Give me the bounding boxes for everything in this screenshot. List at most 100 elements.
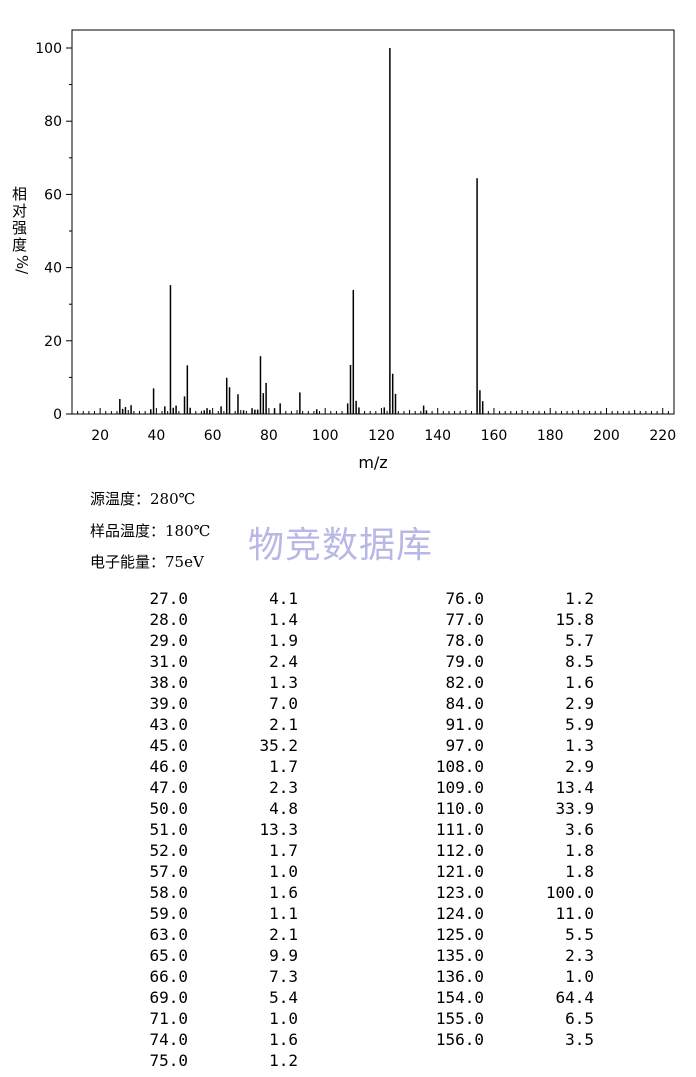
table-row: 52.0 1.7 <box>140 840 310 861</box>
table-row: 76.0 1.2 <box>420 588 600 609</box>
mz-value: 154.0 <box>435 988 484 1007</box>
intensity-value: 4.1 <box>269 589 298 608</box>
x-tick-label: 180 <box>537 428 564 444</box>
mz-value: 77.0 <box>445 610 484 629</box>
intensity-value: 2.1 <box>269 925 298 944</box>
x-tick-label: 100 <box>312 428 339 444</box>
mz-value: 123.0 <box>435 883 484 902</box>
mz-value: 111.0 <box>435 820 484 839</box>
mz-value: 31.0 <box>149 652 188 671</box>
table-row: 97.0 1.3 <box>420 735 600 756</box>
intensity-value: 2.3 <box>565 946 594 965</box>
intensity-value: 15.8 <box>555 610 594 629</box>
y-axis-ticks: 0 20 40 60 80 100 <box>35 41 72 423</box>
table-row: 124.0 11.0 <box>420 903 600 924</box>
table-row: 123.0 100.0 <box>420 882 600 903</box>
table-row: 121.0 1.8 <box>420 861 600 882</box>
table-row: 31.0 2.4 <box>140 651 310 672</box>
y-axis-label-char: 度 <box>12 236 28 254</box>
mz-value: 121.0 <box>435 862 484 881</box>
intensity-value: 11.0 <box>555 904 594 923</box>
intensity-value: 5.4 <box>269 988 298 1007</box>
mz-value: 57.0 <box>149 862 188 881</box>
intensity-value: 7.3 <box>269 967 298 986</box>
table-row: 59.0 1.1 <box>140 903 310 924</box>
mz-value: 97.0 <box>445 736 484 755</box>
mz-value: 108.0 <box>435 757 484 776</box>
intensity-value: 3.6 <box>565 820 594 839</box>
intensity-value: 1.9 <box>269 631 298 650</box>
table-row: 91.0 5.9 <box>420 714 600 735</box>
mz-value: 71.0 <box>149 1009 188 1028</box>
mz-value: 91.0 <box>445 715 484 734</box>
intensity-value: 5.7 <box>565 631 594 650</box>
mz-value: 109.0 <box>435 778 484 797</box>
intensity-value: 1.6 <box>269 883 298 902</box>
intensity-value: 1.4 <box>269 610 298 629</box>
mz-value: 45.0 <box>149 736 188 755</box>
intensity-value: 1.3 <box>565 736 594 755</box>
mz-value: 51.0 <box>149 820 188 839</box>
y-axis-label-char: 对 <box>12 202 28 220</box>
mz-value: 66.0 <box>149 967 188 986</box>
intensity-value: 1.0 <box>269 1009 298 1028</box>
intensity-value: 33.9 <box>555 799 594 818</box>
mz-value: 75.0 <box>149 1051 188 1070</box>
table-row: 63.0 2.1 <box>140 924 310 945</box>
mz-value: 78.0 <box>445 631 484 650</box>
table-row: 29.0 1.9 <box>140 630 310 651</box>
mz-value: 136.0 <box>435 967 484 986</box>
mz-value: 110.0 <box>435 799 484 818</box>
mz-value: 43.0 <box>149 715 188 734</box>
table-row: 74.0 1.6 <box>140 1029 310 1050</box>
intensity-value: 1.8 <box>565 862 594 881</box>
table-row: 156.0 3.5 <box>420 1029 600 1050</box>
mz-value: 38.0 <box>149 673 188 692</box>
intensity-value: 1.0 <box>565 967 594 986</box>
mz-value: 52.0 <box>149 841 188 860</box>
intensity-value: 5.9 <box>565 715 594 734</box>
intensity-value: 2.9 <box>565 757 594 776</box>
intensity-value: 1.6 <box>565 673 594 692</box>
mz-value: 79.0 <box>445 652 484 671</box>
intensity-value: 8.5 <box>565 652 594 671</box>
table-row: 135.0 2.3 <box>420 945 600 966</box>
x-axis-ticks: 20 40 60 80 100 120 140 160 180 200 220 <box>77 408 676 444</box>
intensity-value: 1.7 <box>269 757 298 776</box>
table-row: 47.0 2.3 <box>140 777 310 798</box>
x-tick-label: 40 <box>147 428 165 444</box>
mz-value: 27.0 <box>149 589 188 608</box>
table-row: 45.0 35.2 <box>140 735 310 756</box>
table-row: 125.0 5.5 <box>420 924 600 945</box>
intensity-value: 13.3 <box>259 820 298 839</box>
table-row: 84.0 2.9 <box>420 693 600 714</box>
table-row: 75.0 1.2 <box>140 1050 310 1071</box>
intensity-value: 64.4 <box>555 988 594 1007</box>
intensity-value: 2.9 <box>565 694 594 713</box>
table-row: 65.0 9.9 <box>140 945 310 966</box>
y-tick-label: 80 <box>44 114 62 130</box>
x-tick-label: 200 <box>593 428 620 444</box>
y-axis-label-char: 相 <box>12 185 28 203</box>
table-row: 66.0 7.3 <box>140 966 310 987</box>
table-row: 111.0 3.6 <box>420 819 600 840</box>
intensity-value: 100.0 <box>545 883 594 902</box>
intensity-value: 35.2 <box>259 736 298 755</box>
intensity-value: 1.7 <box>269 841 298 860</box>
intensity-value: 1.2 <box>565 589 594 608</box>
intensity-value: 7.0 <box>269 694 298 713</box>
mz-value: 59.0 <box>149 904 188 923</box>
mz-value: 28.0 <box>149 610 188 629</box>
mz-value: 29.0 <box>149 631 188 650</box>
table-row: 57.0 1.0 <box>140 861 310 882</box>
mz-value: 69.0 <box>149 988 188 1007</box>
intensity-value: 9.9 <box>269 946 298 965</box>
table-row: 39.0 7.0 <box>140 693 310 714</box>
table-row: 77.0 15.8 <box>420 609 600 630</box>
intensity-value: 1.1 <box>269 904 298 923</box>
x-tick-label: 120 <box>368 428 395 444</box>
mz-value: 58.0 <box>149 883 188 902</box>
mz-value: 50.0 <box>149 799 188 818</box>
table-row: 110.0 33.9 <box>420 798 600 819</box>
